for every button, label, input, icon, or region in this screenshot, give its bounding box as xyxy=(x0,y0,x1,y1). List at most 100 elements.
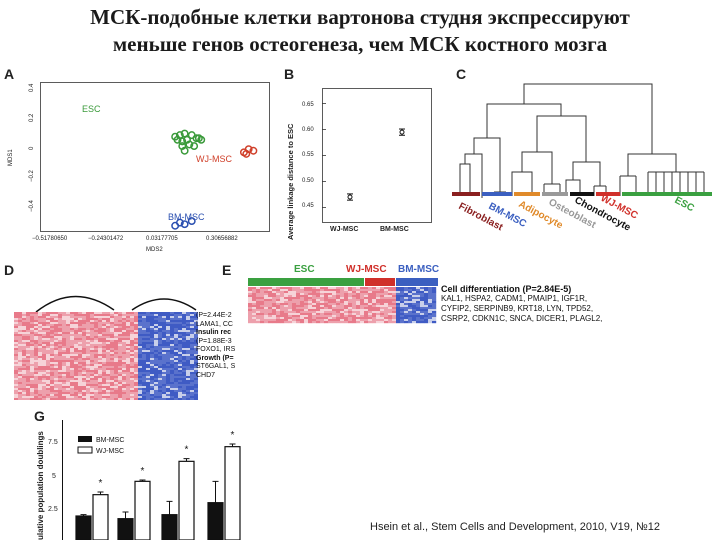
heatD-cell xyxy=(122,374,127,377)
heatD-cell xyxy=(18,360,23,363)
heatD-cell xyxy=(94,326,99,329)
heatD-cell xyxy=(78,336,83,339)
heatD-cell xyxy=(154,350,159,353)
heatE-cell xyxy=(384,303,389,306)
heatD-cell xyxy=(134,346,139,349)
heatE-cell xyxy=(344,293,349,296)
heatE-cell xyxy=(276,303,281,306)
heatD-cell xyxy=(38,398,43,400)
heatD-cell xyxy=(186,398,191,400)
heatE-cell xyxy=(328,315,333,318)
heatD-cell xyxy=(86,314,91,317)
heatD-cell xyxy=(158,384,163,387)
heatD-cell xyxy=(162,390,167,393)
heatD-cell xyxy=(122,320,127,323)
heatD-cell xyxy=(38,314,43,317)
heatD-cell xyxy=(114,322,119,325)
heatD-cell xyxy=(38,336,43,339)
heatD-cell xyxy=(14,320,19,323)
heatD-cell xyxy=(134,322,139,325)
bar-bm-msc xyxy=(482,192,512,196)
heatD-cell xyxy=(70,378,75,381)
heatE-cell xyxy=(384,295,389,298)
heatE-cell xyxy=(392,297,397,300)
heatD-cell xyxy=(22,328,27,331)
heatD-cell xyxy=(102,326,107,329)
heatD-cell xyxy=(106,392,111,395)
heatD-cell xyxy=(178,390,183,393)
heatD-cell xyxy=(106,394,111,397)
panel-g-bars: **** xyxy=(75,430,241,540)
heatD-cell xyxy=(82,330,87,333)
heatD-cell xyxy=(22,336,27,339)
heatE-cell xyxy=(340,295,345,298)
heatD-cell xyxy=(126,374,131,377)
heatD-cell xyxy=(42,330,47,333)
heatD-cell xyxy=(42,314,47,317)
heatD-cell xyxy=(194,338,198,341)
heatD-cell xyxy=(82,370,87,373)
heatE-cell xyxy=(340,313,345,316)
panel-g-ytick-3: 2.5 xyxy=(48,506,58,513)
heatE-cell xyxy=(324,317,329,320)
heatD-cell xyxy=(146,364,151,367)
heatD-cell xyxy=(110,376,115,379)
heatE-cell xyxy=(332,313,337,316)
heatD-cell xyxy=(194,380,198,383)
heatD-cell xyxy=(194,362,198,365)
heatD-cell xyxy=(58,314,63,317)
heatE-cell xyxy=(300,309,305,312)
heatD-cell xyxy=(182,322,187,325)
heatD-cell xyxy=(138,326,143,329)
heatD-cell xyxy=(110,374,115,377)
heatD-cell xyxy=(158,388,163,391)
heatD-cell xyxy=(90,312,95,315)
heatE-cell xyxy=(388,303,393,306)
heatD-cell xyxy=(30,368,35,371)
heatD-cell xyxy=(138,338,143,341)
panel-g-ytick-2: 5 xyxy=(52,473,56,480)
heatD-cell xyxy=(26,366,31,369)
heatD-cell xyxy=(18,332,23,335)
heatE-cell xyxy=(344,289,349,292)
heatD-cell xyxy=(142,370,147,373)
heatD-cell xyxy=(134,362,139,365)
heatD-cell xyxy=(162,326,167,329)
heatE-cell xyxy=(416,313,421,316)
heatE-cell xyxy=(348,303,353,306)
heatD-cell xyxy=(18,388,23,391)
heatD-cell xyxy=(66,390,71,393)
heatD-cell xyxy=(78,314,83,317)
heatD-cell xyxy=(174,354,179,357)
heatD-cell xyxy=(134,388,139,391)
heatD-cell xyxy=(22,392,27,395)
heatD-cell xyxy=(34,376,39,379)
heatD-cell xyxy=(42,318,47,321)
heatD-cell xyxy=(146,398,151,400)
heatD-cell xyxy=(174,328,179,331)
heatE-cell xyxy=(276,311,281,314)
heatD-cell xyxy=(130,340,135,343)
heatD-cell xyxy=(150,396,155,399)
heatE-cell xyxy=(256,303,261,306)
heatD-cell xyxy=(98,322,103,325)
heatD-cell xyxy=(174,386,179,389)
heatD-cell xyxy=(86,392,91,395)
heatE-cell xyxy=(404,289,409,292)
heatE-cell xyxy=(364,287,369,290)
heatD-cell xyxy=(86,356,91,359)
heatD-cell xyxy=(150,378,155,381)
heatE-cell xyxy=(260,305,265,308)
heatE-cell xyxy=(324,293,329,296)
heatE-cell xyxy=(420,319,425,322)
heatD-cell xyxy=(158,332,163,335)
heatE-cell xyxy=(408,321,413,324)
heatE-cell xyxy=(328,321,333,324)
heatD-cell xyxy=(46,364,51,367)
heatD-cell xyxy=(62,398,67,400)
heatD-cell xyxy=(42,386,47,389)
heatE-cell xyxy=(296,319,301,322)
heatD-cell xyxy=(46,384,51,387)
heatE-cell xyxy=(388,315,393,318)
heatE-cell xyxy=(392,289,397,292)
